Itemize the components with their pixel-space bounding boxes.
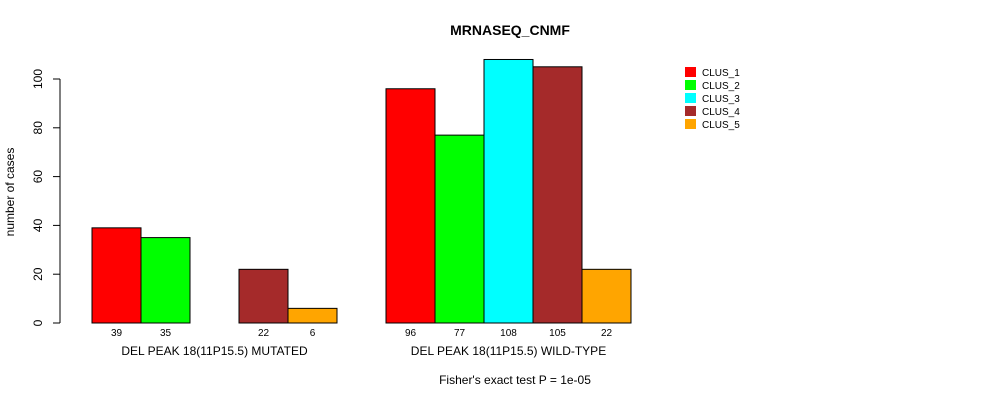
y-axis: 0 20 40 60 80 100 [31, 69, 61, 326]
bar-value-label: 96 [405, 328, 417, 339]
bar-value-label: 77 [454, 328, 466, 339]
legend-swatch [685, 80, 696, 90]
legend: CLUS_1 CLUS_2 CLUS_3 CLUS_4 CLUS_5 [685, 67, 740, 131]
bar-clus-5-group-2 [581, 268, 632, 324]
group-labels: DEL PEAK 18(11P15.5) MUTATED DEL PEAK 18(… [121, 344, 606, 358]
bar-value-label: 35 [160, 328, 172, 339]
bar-clus-1-group-1 [91, 227, 142, 324]
bar-value-label: 108 [500, 328, 517, 339]
bar-value-label: 39 [111, 328, 123, 339]
legend-swatch [685, 119, 696, 129]
bar-clus-2-group-2 [434, 134, 485, 324]
group-label: DEL PEAK 18(11P15.5) MUTATED [121, 344, 308, 358]
bar-clus-2-group-1 [140, 237, 191, 324]
legend-label: CLUS_2 [702, 81, 740, 92]
legend-label: CLUS_1 [702, 68, 740, 79]
legend-label: CLUS_4 [702, 107, 740, 118]
y-tick-label: 60 [31, 170, 45, 184]
bar-clus-1-group-2 [385, 88, 436, 324]
bar-clus-3-group-2 [483, 58, 534, 324]
group-label: DEL PEAK 18(11P15.5) WILD-TYPE [411, 344, 606, 358]
bars: 39 35 22 6 96 77 108 105 22 [91, 58, 632, 339]
bar-value-label: 6 [310, 328, 316, 339]
chart-title: MRNASEQ_CNMF [450, 22, 570, 38]
y-tick-label: 20 [31, 267, 45, 281]
bar-clus-5-group-1 [287, 307, 338, 324]
legend-label: CLUS_5 [702, 120, 740, 131]
bar-clus-4-group-2 [532, 66, 583, 324]
bar-value-label: 22 [258, 328, 270, 339]
y-axis-label: number of cases [3, 148, 17, 237]
legend-label: CLUS_3 [702, 94, 740, 105]
fisher-test-footnote: Fisher's exact test P = 1e-05 [439, 373, 591, 387]
y-tick-label: 40 [31, 218, 45, 232]
bar-clus-4-group-1 [238, 268, 289, 324]
legend-swatch [685, 106, 696, 116]
bar-value-label: 105 [549, 328, 566, 339]
legend-swatch [685, 67, 696, 77]
y-tick-label: 80 [31, 121, 45, 135]
legend-swatch [685, 93, 696, 103]
bar-value-label: 22 [601, 328, 613, 339]
y-tick-label: 0 [31, 319, 45, 326]
y-tick-label: 100 [31, 69, 45, 89]
